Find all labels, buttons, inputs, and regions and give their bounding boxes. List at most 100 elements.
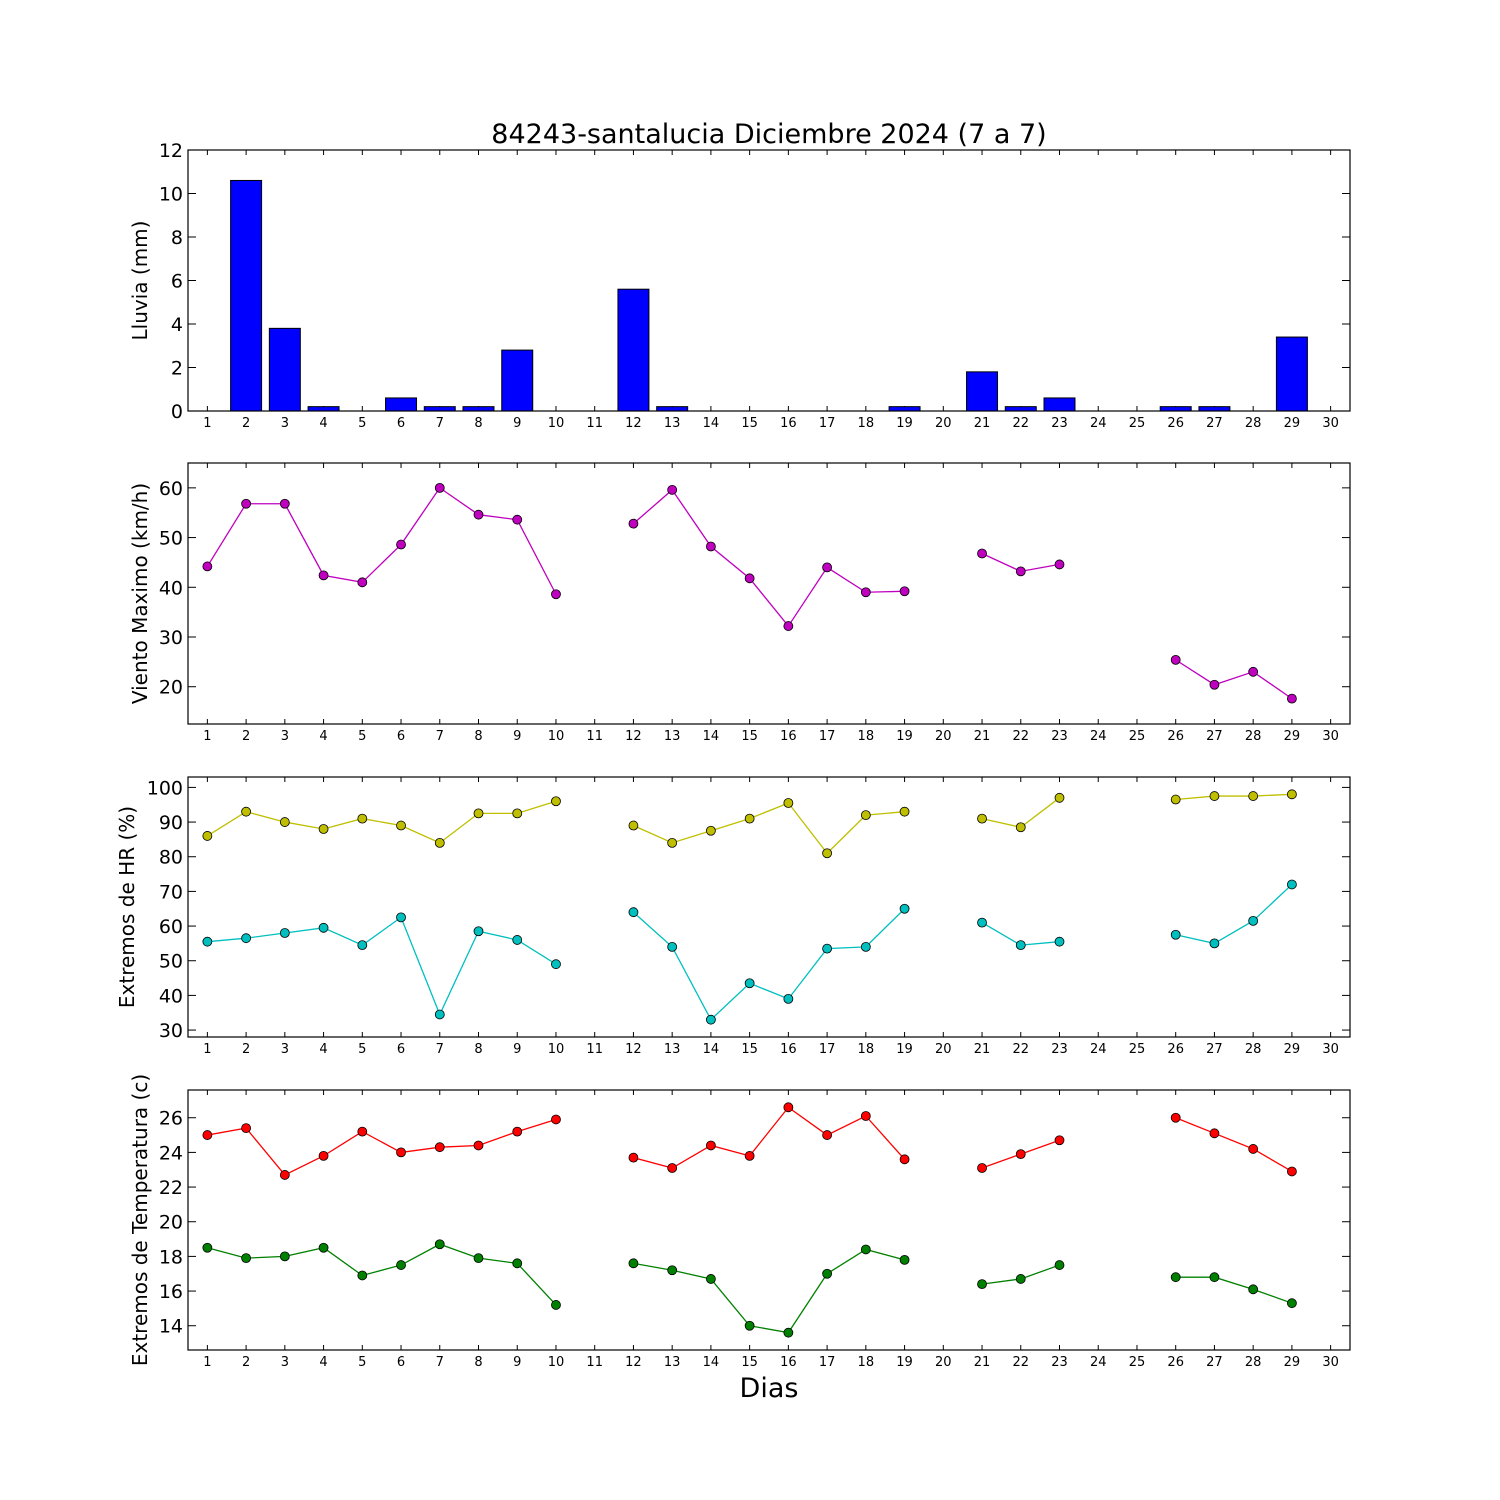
humidity-series-2-point — [706, 1014, 716, 1025]
temperature-series-1-point — [512, 1126, 523, 1137]
x-tick-label: 17 — [819, 416, 836, 431]
x-tick-label: 9 — [513, 416, 521, 431]
humidity-series-2-point — [241, 933, 252, 944]
wind-series-1-point — [1248, 666, 1259, 677]
temperature-series-1-point — [1248, 1144, 1259, 1154]
x-tick-label: 19 — [896, 1042, 913, 1057]
humidity-series-2-point — [783, 993, 794, 1004]
wind-series-1-line — [206, 486, 557, 595]
wind-series-1-point — [279, 498, 290, 509]
temperature-series-1-point — [473, 1140, 484, 1151]
humidity-series-2-point — [357, 940, 368, 951]
y-tick-label: 10 — [159, 184, 183, 206]
temperature-series-1-point — [706, 1140, 716, 1151]
x-tick-label: 2 — [242, 1355, 250, 1370]
humidity-series-1-point — [977, 813, 987, 824]
x-tick-label: 18 — [858, 1355, 875, 1370]
x-tick-label: 12 — [625, 416, 642, 431]
humidity-series-2-point — [202, 936, 213, 947]
humidity-series-2-point — [667, 941, 678, 952]
x-tick-label: 13 — [664, 1355, 681, 1370]
wind-series-1-point — [1287, 693, 1297, 704]
humidity-series-1-line — [1175, 793, 1292, 801]
x-tick-label: 24 — [1090, 1355, 1107, 1370]
temperature-series-2-line — [207, 1243, 557, 1306]
x-tick-label: 30 — [1322, 416, 1339, 431]
temperature-series-1-point — [434, 1142, 445, 1153]
rain-bar — [1004, 406, 1037, 412]
wind-series-1-point — [357, 577, 368, 588]
x-tick-label: 29 — [1284, 1355, 1301, 1370]
x-tick-label: 6 — [397, 416, 405, 431]
x-tick-label: 22 — [1012, 416, 1029, 431]
x-tick-label: 14 — [703, 1042, 720, 1057]
x-tick-label: 16 — [780, 1042, 797, 1057]
temperature-series-1-point — [279, 1170, 290, 1180]
x-tick-label: 20 — [935, 1355, 952, 1370]
y-tick-label: 90 — [159, 812, 183, 834]
y-tick-label: 16 — [159, 1281, 183, 1303]
temperature-series-1-point — [202, 1130, 213, 1140]
x-tick-label: 21 — [974, 1042, 991, 1057]
x-tick-label: 20 — [935, 729, 952, 744]
temperature-series-2-point — [202, 1242, 213, 1253]
y-tick-label: 22 — [159, 1177, 183, 1199]
wind-series-1-point — [860, 587, 871, 598]
x-tick-label: 28 — [1245, 416, 1262, 431]
temperature-series-2-point — [977, 1279, 987, 1290]
panels: 1 2 3 4 5 6 7 8 9 10 11 12 13 14 15 16 17 18 19 20 21 22 23 24 2… — [115, 140, 1351, 1370]
rain-bar — [1275, 336, 1308, 412]
temperature-series-2-point — [628, 1258, 639, 1269]
x-tick-label: 28 — [1245, 1355, 1262, 1370]
temperature-series-2-point — [512, 1258, 523, 1269]
x-tick-label: 15 — [741, 1355, 758, 1370]
wind-series-1-point — [1209, 679, 1220, 690]
wind-panel: 1 2 3 4 5 6 7 8 9 10 11 12 13 14 15 16 17 18 19 20 21 22 23 24 2… — [128, 462, 1351, 744]
wind-series-1-point — [1170, 654, 1181, 665]
x-axis-label: Dias — [740, 1373, 799, 1404]
temperature-series-2-point — [551, 1300, 561, 1310]
y-tick-label: 30 — [159, 627, 183, 649]
humidity-series-1-point — [1209, 791, 1220, 801]
temperature-series-2-point — [1054, 1260, 1065, 1270]
x-tick-label: 20 — [935, 416, 952, 431]
temperature-series-2-point — [318, 1242, 329, 1253]
x-tick-label: 4 — [319, 729, 327, 744]
x-tick-label: 17 — [819, 1042, 836, 1057]
temperature-series-1-point — [628, 1152, 639, 1163]
x-tick-label: 11 — [586, 416, 603, 431]
chart-title: 84243-santalucia Diciembre 2024 (7 a 7) — [491, 119, 1046, 150]
x-tick-label: 10 — [548, 1355, 565, 1370]
wind-series-1-point — [977, 548, 987, 559]
humidity-series-1-point — [1287, 789, 1297, 800]
humidity-series-1-point — [512, 808, 523, 819]
wind-series-1-point — [706, 541, 716, 552]
x-tick-label: 26 — [1167, 416, 1184, 431]
rain-bar — [268, 327, 301, 412]
x-tick-label: 28 — [1245, 1042, 1262, 1057]
x-tick-label: 3 — [281, 1042, 289, 1057]
x-tick-label: 25 — [1129, 416, 1146, 431]
humidity-series-1-point — [241, 806, 252, 817]
x-tick-label: 6 — [397, 729, 405, 744]
x-tick-label: 7 — [436, 1355, 444, 1370]
x-tick-label: 10 — [548, 1042, 565, 1057]
x-tick-label: 24 — [1090, 416, 1107, 431]
wind-series-1-point — [783, 621, 794, 631]
wind-series-1-line — [633, 488, 905, 628]
x-tick-label: 24 — [1090, 729, 1107, 744]
x-tick-label: 15 — [741, 416, 758, 431]
temperature-series-1-point — [744, 1150, 755, 1161]
x-tick-label: 9 — [513, 729, 521, 744]
x-tick-label: 8 — [474, 1042, 482, 1057]
humidity-series-2-point — [899, 903, 910, 914]
x-tick-label: 1 — [203, 416, 211, 431]
humidity-series-1-point — [628, 820, 639, 831]
x-tick-label: 3 — [281, 729, 289, 744]
wind-plot-frame — [187, 462, 1351, 725]
humidity-series-2-line — [1175, 883, 1293, 945]
wind-series-1-point — [318, 570, 329, 581]
y-tick-label: 12 — [159, 140, 183, 162]
x-tick-label: 8 — [474, 729, 482, 744]
x-tick-label: 3 — [281, 416, 289, 431]
